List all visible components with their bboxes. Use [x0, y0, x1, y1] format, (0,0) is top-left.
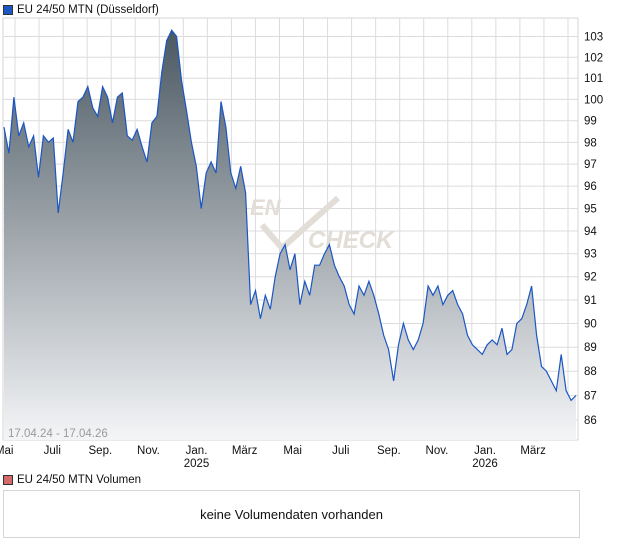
y-tick-label: 94	[584, 226, 597, 238]
y-tick-label: 95	[584, 203, 597, 215]
y-tick-label: 86	[584, 415, 597, 427]
y-tick-label: 89	[584, 342, 597, 354]
y-tick-label: 90	[584, 318, 597, 330]
watermark-check-icon	[259, 195, 340, 253]
y-tick-label: 99	[584, 116, 597, 128]
y-tick-label: 98	[584, 137, 597, 149]
y-tick-label: 88	[584, 366, 597, 378]
y-tick-label: 93	[584, 249, 597, 261]
x-tick-label: Jan.	[474, 445, 496, 457]
volume-legend: EU 24/50 MTN Volumen	[3, 473, 141, 487]
watermark-logo: CHECK	[308, 227, 395, 254]
x-tick-label: März	[520, 445, 546, 457]
y-tick-label: 103	[584, 32, 603, 44]
x-tick-year-label: 2025	[184, 458, 210, 470]
x-tick-label: Mai	[283, 445, 302, 457]
x-tick-label: Nov.	[426, 445, 449, 457]
date-range-label: 17.04.24 - 17.04.26	[8, 428, 108, 440]
x-tick-label: März	[232, 445, 258, 457]
y-tick-label: 92	[584, 272, 597, 284]
x-tick-label: Sep.	[377, 445, 401, 457]
y-tick-label: 96	[584, 181, 597, 193]
x-tick-label: Mai	[0, 445, 13, 457]
price-legend-swatch	[3, 5, 13, 15]
x-tick-label: Jan.	[186, 445, 208, 457]
y-tick-label: 102	[584, 52, 603, 64]
x-tick-year-label: 2026	[472, 458, 498, 470]
y-tick-label: 100	[584, 94, 603, 106]
price-legend: EU 24/50 MTN (Düsseldorf)	[3, 3, 159, 17]
volume-empty-message: keine Volumendaten vorhanden	[200, 506, 383, 522]
x-tick-label: Juli	[332, 445, 349, 457]
y-tick-label: 101	[584, 73, 603, 85]
volume-legend-swatch	[3, 475, 13, 485]
price-line	[3, 29, 577, 402]
volume-legend-label: EU 24/50 MTN Volumen	[17, 474, 142, 486]
watermark-logo: EN	[250, 195, 282, 220]
x-tick-label: Juli	[44, 445, 61, 457]
price-chart: 86 87 88 89 90 91 92 93 94 95 96 97 98 99 100 101 102 103…	[0, 17, 603, 470]
x-tick-label: Nov.	[137, 445, 160, 457]
price-area	[4, 30, 576, 441]
price-legend-label: EU 24/50 MTN (Düsseldorf)	[17, 4, 159, 16]
volume-chart: keine Volumendaten vorhanden	[3, 490, 580, 538]
y-tick-label: 87	[584, 391, 597, 403]
y-tick-label: 91	[584, 295, 597, 307]
y-tick-label: 97	[584, 159, 597, 171]
x-tick-label: Sep.	[89, 445, 113, 457]
